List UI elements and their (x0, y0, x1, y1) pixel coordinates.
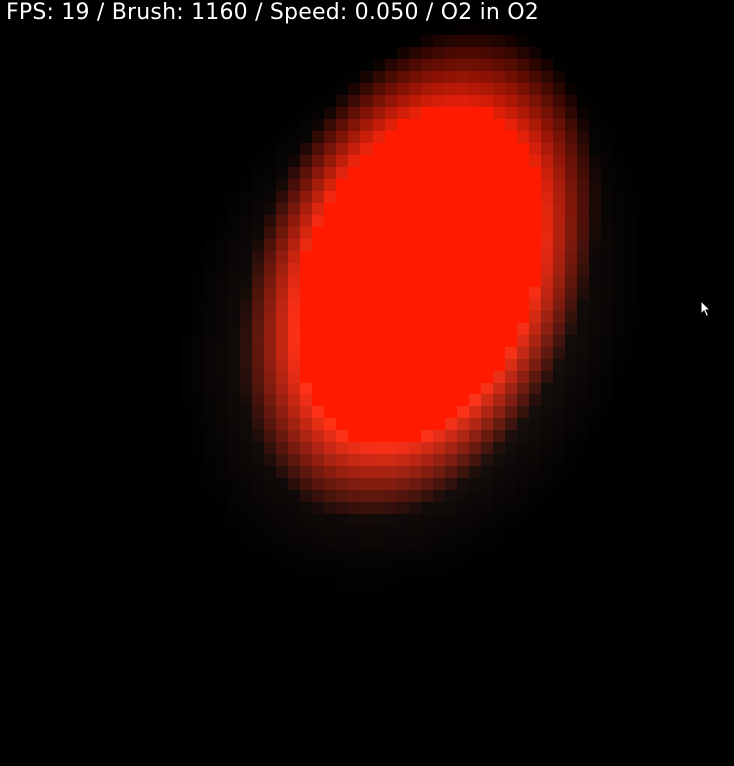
fps-value: 19 (61, 0, 90, 25)
speed-value: 0.050 (354, 0, 419, 25)
separator: / (425, 0, 434, 25)
hud-status-text: FPS: 19 / Brush: 1160 / Speed: 0.050 / O… (6, 0, 539, 26)
mouse-pointer-icon (700, 300, 712, 318)
speed-label: Speed: (269, 0, 348, 25)
mode-text: O2 in O2 (440, 0, 539, 25)
separator: / (96, 0, 105, 25)
brush-label: Brush: (111, 0, 184, 25)
separator: / (255, 0, 263, 25)
fps-label: FPS: (6, 0, 55, 25)
brush-value: 1160 (191, 0, 248, 25)
